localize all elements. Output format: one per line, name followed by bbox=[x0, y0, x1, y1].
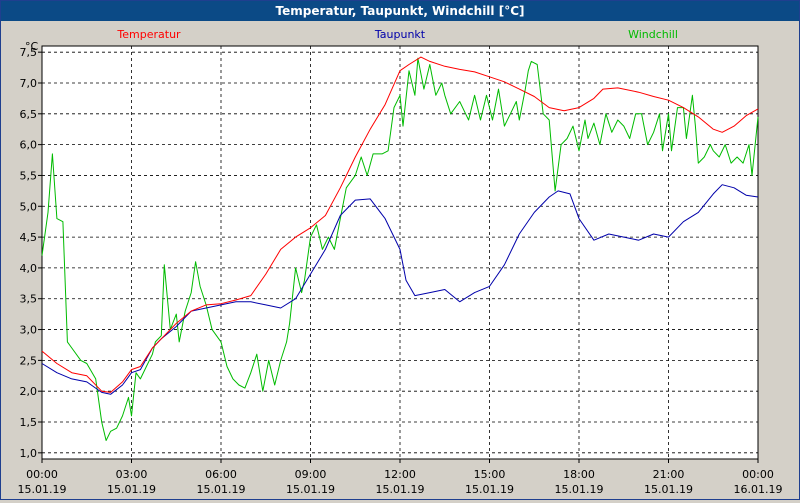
y-tick-label: 7,0 bbox=[20, 77, 38, 90]
y-tick-label: 5,5 bbox=[20, 169, 38, 182]
y-axis-label: °C bbox=[25, 40, 39, 53]
series-line-windchill bbox=[41, 57, 759, 441]
y-tick-label: 6,0 bbox=[20, 139, 38, 152]
x-tick-time: 00:00 bbox=[26, 468, 58, 481]
x-tick-time: 03:00 bbox=[116, 468, 148, 481]
y-tick-label: 2,5 bbox=[20, 354, 38, 367]
x-tick-date: 15.01.19 bbox=[286, 483, 335, 496]
x-tick-time: 21:00 bbox=[653, 468, 685, 481]
x-tick-date: 15.01.19 bbox=[197, 483, 246, 496]
legend-temperatur: Temperatur bbox=[116, 28, 181, 41]
x-tick-time: 18:00 bbox=[563, 468, 595, 481]
y-tick-label: 6,5 bbox=[20, 108, 38, 121]
y-tick-label: 5,0 bbox=[20, 200, 38, 213]
window-title: Temperatur, Taupunkt, Windchill [°C] bbox=[1, 1, 799, 21]
x-tick-time: 12:00 bbox=[384, 468, 416, 481]
x-tick-date: 15.01.19 bbox=[644, 483, 693, 496]
x-tick-date: 15.01.19 bbox=[376, 483, 425, 496]
y-tick-label: 4,5 bbox=[20, 231, 38, 244]
x-tick-time: 15:00 bbox=[474, 468, 506, 481]
series-line-temperatur bbox=[41, 56, 759, 393]
legend-taupunkt: Taupunkt bbox=[374, 28, 426, 41]
line-chart: °C Temperatur Taupunkt Windchill 1,0 1,5 2… bbox=[18, 28, 783, 496]
y-tick-label: 1,5 bbox=[20, 416, 38, 429]
x-tick-date: 16.01.19 bbox=[734, 483, 783, 496]
y-tick-label: 3,0 bbox=[20, 324, 38, 337]
y-tick-label: 3,5 bbox=[20, 293, 38, 306]
x-tick-date: 15.01.19 bbox=[465, 483, 514, 496]
x-tick-time: 06:00 bbox=[205, 468, 237, 481]
chart-area: °C Temperatur Taupunkt Windchill 1,0 1,5 2… bbox=[1, 21, 799, 499]
y-tick-label: 4,0 bbox=[20, 262, 38, 275]
y-tick-label: 2,0 bbox=[20, 385, 38, 398]
legend-windchill: Windchill bbox=[628, 28, 678, 41]
x-tick-date: 15.01.19 bbox=[107, 483, 156, 496]
y-tick-label: 7,5 bbox=[20, 46, 38, 59]
x-tick-date: 15.01.19 bbox=[555, 483, 604, 496]
x-tick-time: 00:00 bbox=[742, 468, 774, 481]
y-tick-label: 1,0 bbox=[20, 447, 38, 460]
x-tick-time: 09:00 bbox=[295, 468, 327, 481]
x-tick-date: 15.01.19 bbox=[18, 483, 67, 496]
